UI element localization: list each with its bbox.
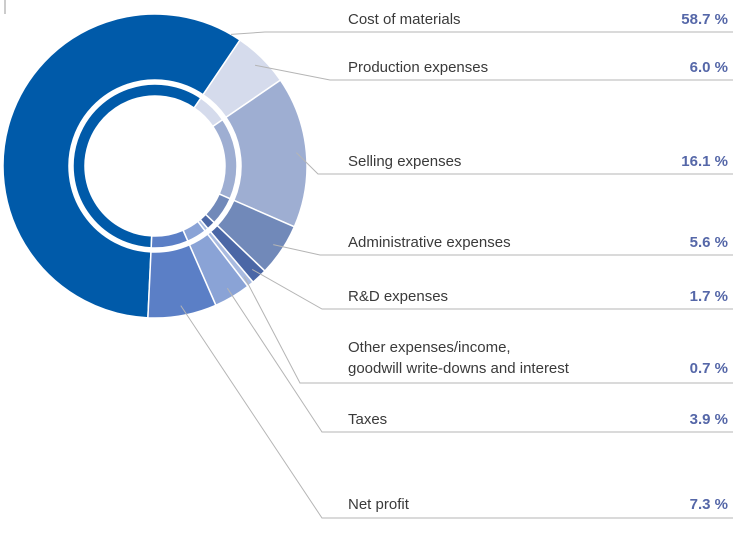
leader-line xyxy=(243,276,733,384)
donut-segment xyxy=(147,243,217,319)
leader-line xyxy=(251,269,733,310)
leader-line xyxy=(254,64,733,81)
category-label: Taxes xyxy=(348,411,388,428)
value-label: 7.3 % xyxy=(689,496,728,513)
inner-ring-segment xyxy=(150,229,189,249)
leader-line xyxy=(296,152,733,175)
category-label: Selling expenses xyxy=(348,153,462,170)
inner-ring-segment xyxy=(72,83,202,249)
value-label: 0.7 % xyxy=(689,360,728,377)
category-label: Cost of materials xyxy=(348,11,461,28)
donut-segment xyxy=(2,13,242,319)
category-label: Production expenses xyxy=(348,59,489,76)
leader-line xyxy=(230,31,733,35)
value-label: 5.6 % xyxy=(689,234,728,251)
category-label: Administrative expenses xyxy=(348,234,511,251)
category-label: Net profit xyxy=(348,496,409,513)
value-label: 3.9 % xyxy=(689,411,728,428)
leader-line xyxy=(226,287,733,433)
leader-line xyxy=(273,244,733,256)
value-label: 58.7 % xyxy=(681,11,728,28)
category-label: Other expenses/income, goodwill write-do… xyxy=(348,339,569,377)
value-label: 16.1 % xyxy=(681,153,728,170)
value-label: 1.7 % xyxy=(689,288,728,305)
value-label: 6.0 % xyxy=(689,59,728,76)
leader-line xyxy=(180,305,733,519)
category-label: R&D expenses xyxy=(348,288,449,305)
